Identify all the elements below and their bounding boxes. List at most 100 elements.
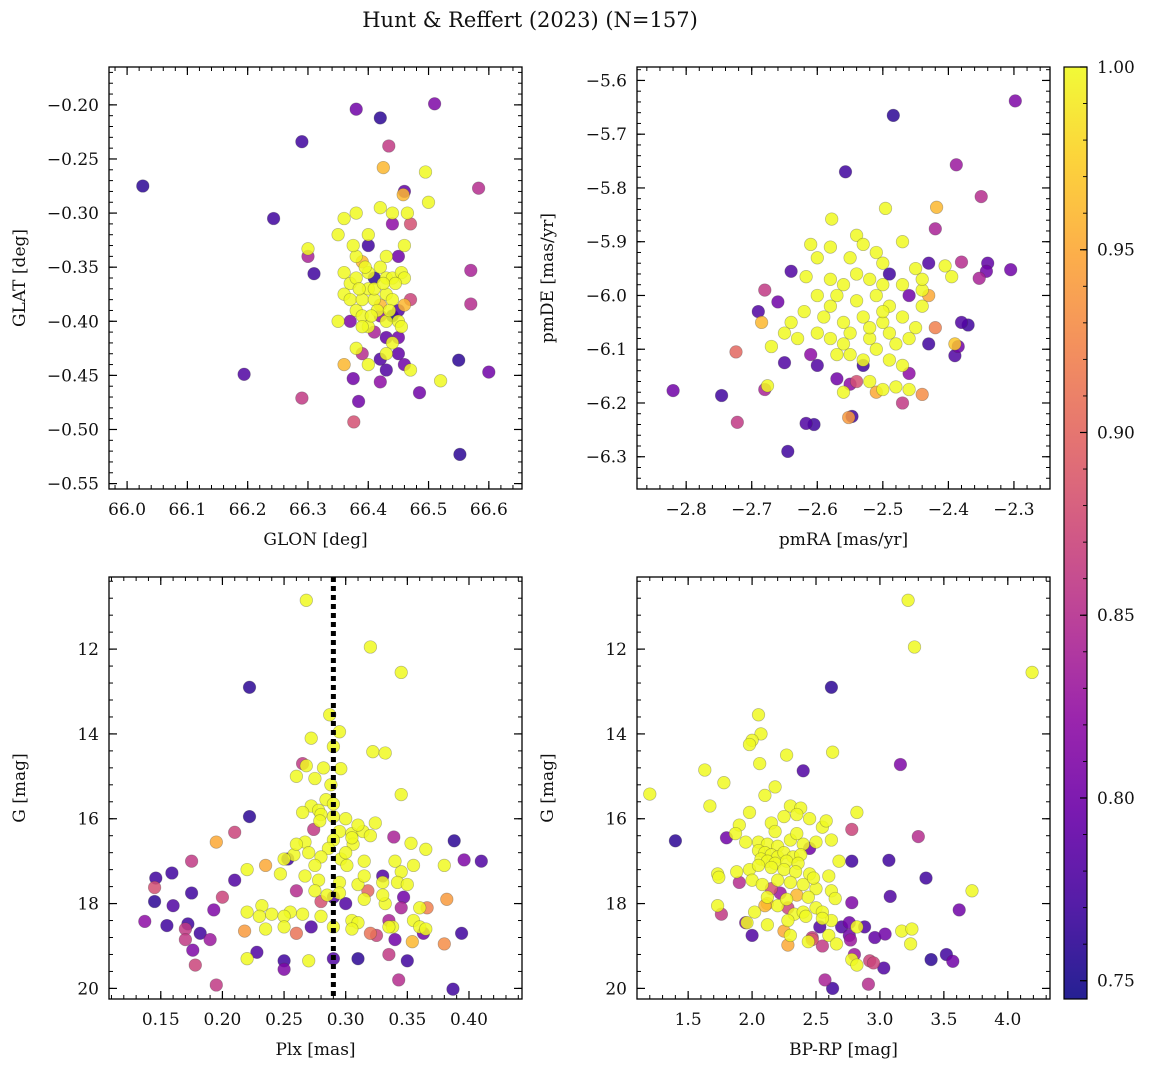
data-point: [751, 858, 766, 873]
data-point: [331, 228, 345, 242]
data-point: [783, 928, 798, 943]
data-point: [349, 102, 363, 116]
data-point: [373, 201, 387, 215]
data-point: [822, 869, 836, 883]
data-point: [376, 875, 390, 890]
figure-title: Hunt & Reffert (2023) (N=157): [362, 8, 698, 32]
x-tick-label: 4.0: [994, 1010, 1021, 1030]
data-point: [334, 762, 348, 776]
data-point: [739, 835, 753, 849]
points-bprp-g: [643, 593, 1039, 996]
panels: 66.0 66.1 66.2 66.3 66.4 66.5 66.6 −0.55 −0.50 −0…: [10, 66, 1051, 1060]
data-point: [1008, 94, 1022, 108]
data-point: [440, 892, 454, 906]
data-point: [277, 920, 291, 934]
data-point: [391, 249, 406, 264]
data-point: [974, 189, 988, 204]
data-point: [818, 973, 832, 987]
data-point: [753, 756, 767, 771]
data-point: [902, 331, 916, 346]
data-point: [849, 228, 864, 242]
data-point: [745, 928, 759, 943]
data-point: [907, 640, 922, 654]
data-point: [295, 907, 310, 921]
data-point: [830, 372, 844, 386]
x-axis-label: BP-RP [mag]: [789, 1040, 898, 1060]
data-point: [714, 388, 729, 403]
data-point: [302, 846, 316, 860]
data-point: [850, 920, 864, 934]
data-point: [339, 896, 353, 911]
x-tick-label: 0.20: [203, 1010, 241, 1030]
x-tick-label: −2.5: [862, 500, 903, 520]
data-point: [797, 304, 811, 319]
y-tick-label: −6.1: [586, 340, 627, 360]
data-point: [836, 385, 851, 399]
data-point: [825, 981, 840, 996]
data-point: [382, 303, 397, 318]
x-tick-label: −2.4: [928, 500, 969, 520]
data-point: [849, 374, 864, 389]
data-point: [768, 824, 782, 839]
data-point: [908, 261, 923, 276]
y-tick-label: −0.50: [47, 420, 99, 440]
data-point: [924, 952, 938, 967]
data-point: [819, 814, 833, 828]
data-point: [346, 238, 360, 253]
y-tick-label: 12: [605, 640, 627, 660]
x-tick-label: 66.4: [349, 500, 387, 520]
data-point: [394, 901, 408, 915]
data-point: [889, 337, 903, 351]
x-axis-label: Plx [mas]: [275, 1040, 355, 1060]
x-tick-label: 66.3: [289, 500, 327, 520]
data-point: [376, 276, 390, 291]
data-point: [209, 835, 223, 849]
data-point: [915, 272, 929, 286]
colorbar-gradient: [1063, 66, 1088, 1000]
x-tick-label: −2.3: [993, 500, 1034, 520]
data-point: [764, 339, 779, 354]
data-point: [237, 367, 251, 381]
data-point: [822, 928, 836, 943]
data-point: [760, 918, 775, 932]
data-point: [843, 326, 857, 340]
data-point: [400, 206, 415, 220]
data-point: [886, 108, 900, 123]
data-point: [308, 771, 322, 786]
data-point: [948, 337, 962, 351]
data-point: [915, 299, 929, 313]
y-tick-label: −5.8: [586, 179, 627, 199]
data-point: [850, 805, 864, 820]
data-point: [788, 865, 803, 879]
data-point: [972, 271, 986, 285]
data-point: [856, 353, 870, 367]
data-point: [777, 809, 791, 824]
data-point: [804, 347, 818, 362]
colorbar-tick-label: 0.85: [1097, 606, 1135, 626]
data-point: [379, 249, 393, 264]
data-point: [928, 321, 942, 335]
data-point: [405, 935, 419, 949]
colorbar-tick-label: 1.00: [1097, 58, 1135, 78]
data-point: [471, 181, 486, 195]
data-point: [823, 331, 838, 346]
data-point: [866, 956, 881, 970]
data-point: [845, 896, 859, 910]
data-point: [882, 326, 897, 340]
data-point: [779, 892, 794, 906]
data-point: [427, 97, 442, 111]
axes-frame: [636, 576, 1051, 1000]
data-point: [316, 761, 331, 775]
data-point: [754, 727, 768, 741]
data-point: [810, 358, 824, 373]
data-point: [824, 833, 839, 847]
data-point: [861, 977, 876, 991]
data-point: [952, 903, 966, 917]
data-point: [799, 270, 813, 284]
data-point: [388, 276, 403, 291]
data-point: [850, 958, 864, 972]
data-point: [240, 952, 254, 966]
data-point: [437, 937, 451, 951]
data-point: [843, 933, 858, 947]
data-point: [845, 822, 859, 837]
